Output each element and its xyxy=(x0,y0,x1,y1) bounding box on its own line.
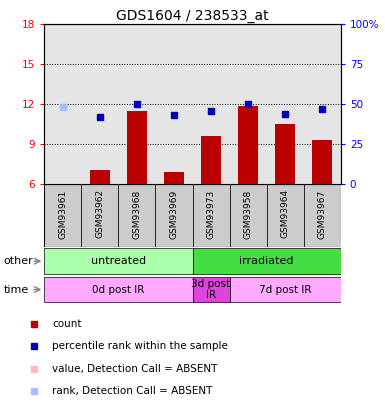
Text: value, Detection Call = ABSENT: value, Detection Call = ABSENT xyxy=(52,364,218,373)
Text: GSM93962: GSM93962 xyxy=(95,189,104,239)
Bar xyxy=(192,277,229,302)
Text: count: count xyxy=(52,319,82,329)
Bar xyxy=(44,24,81,184)
Text: GSM93958: GSM93958 xyxy=(244,189,253,239)
Text: 3d post
IR: 3d post IR xyxy=(191,279,231,301)
Bar xyxy=(192,248,341,274)
Title: GDS1604 / 238533_at: GDS1604 / 238533_at xyxy=(116,9,269,23)
Bar xyxy=(267,24,304,184)
Text: untreated: untreated xyxy=(91,256,146,266)
Bar xyxy=(201,136,221,184)
Bar xyxy=(267,184,304,247)
Bar xyxy=(304,184,341,247)
Text: irradiated: irradiated xyxy=(239,256,294,266)
Bar xyxy=(44,184,81,247)
Text: GSM93968: GSM93968 xyxy=(132,189,141,239)
Text: 7d post IR: 7d post IR xyxy=(259,285,311,294)
Bar xyxy=(119,24,156,184)
Bar xyxy=(229,277,341,302)
Bar xyxy=(90,170,110,184)
Text: 0d post IR: 0d post IR xyxy=(92,285,145,294)
Text: time: time xyxy=(4,285,29,294)
Text: GSM93973: GSM93973 xyxy=(206,189,216,239)
Bar xyxy=(44,248,192,274)
Text: GSM93967: GSM93967 xyxy=(318,189,327,239)
Text: GSM93964: GSM93964 xyxy=(281,189,290,239)
Bar xyxy=(192,184,229,247)
Bar xyxy=(44,277,192,302)
Text: GSM93969: GSM93969 xyxy=(169,189,179,239)
Bar xyxy=(229,24,266,184)
Bar xyxy=(312,140,332,184)
Bar xyxy=(81,184,119,247)
Bar xyxy=(127,111,147,184)
Bar xyxy=(275,124,295,184)
Bar xyxy=(156,184,192,247)
Bar xyxy=(238,106,258,184)
Bar xyxy=(156,24,192,184)
Bar xyxy=(192,24,229,184)
Text: GSM93961: GSM93961 xyxy=(58,189,67,239)
Bar xyxy=(119,184,156,247)
Text: rank, Detection Call = ABSENT: rank, Detection Call = ABSENT xyxy=(52,386,213,396)
Text: percentile rank within the sample: percentile rank within the sample xyxy=(52,341,228,351)
Text: other: other xyxy=(4,256,33,266)
Bar xyxy=(164,172,184,184)
Bar xyxy=(304,24,341,184)
Bar xyxy=(229,184,266,247)
Bar xyxy=(81,24,119,184)
